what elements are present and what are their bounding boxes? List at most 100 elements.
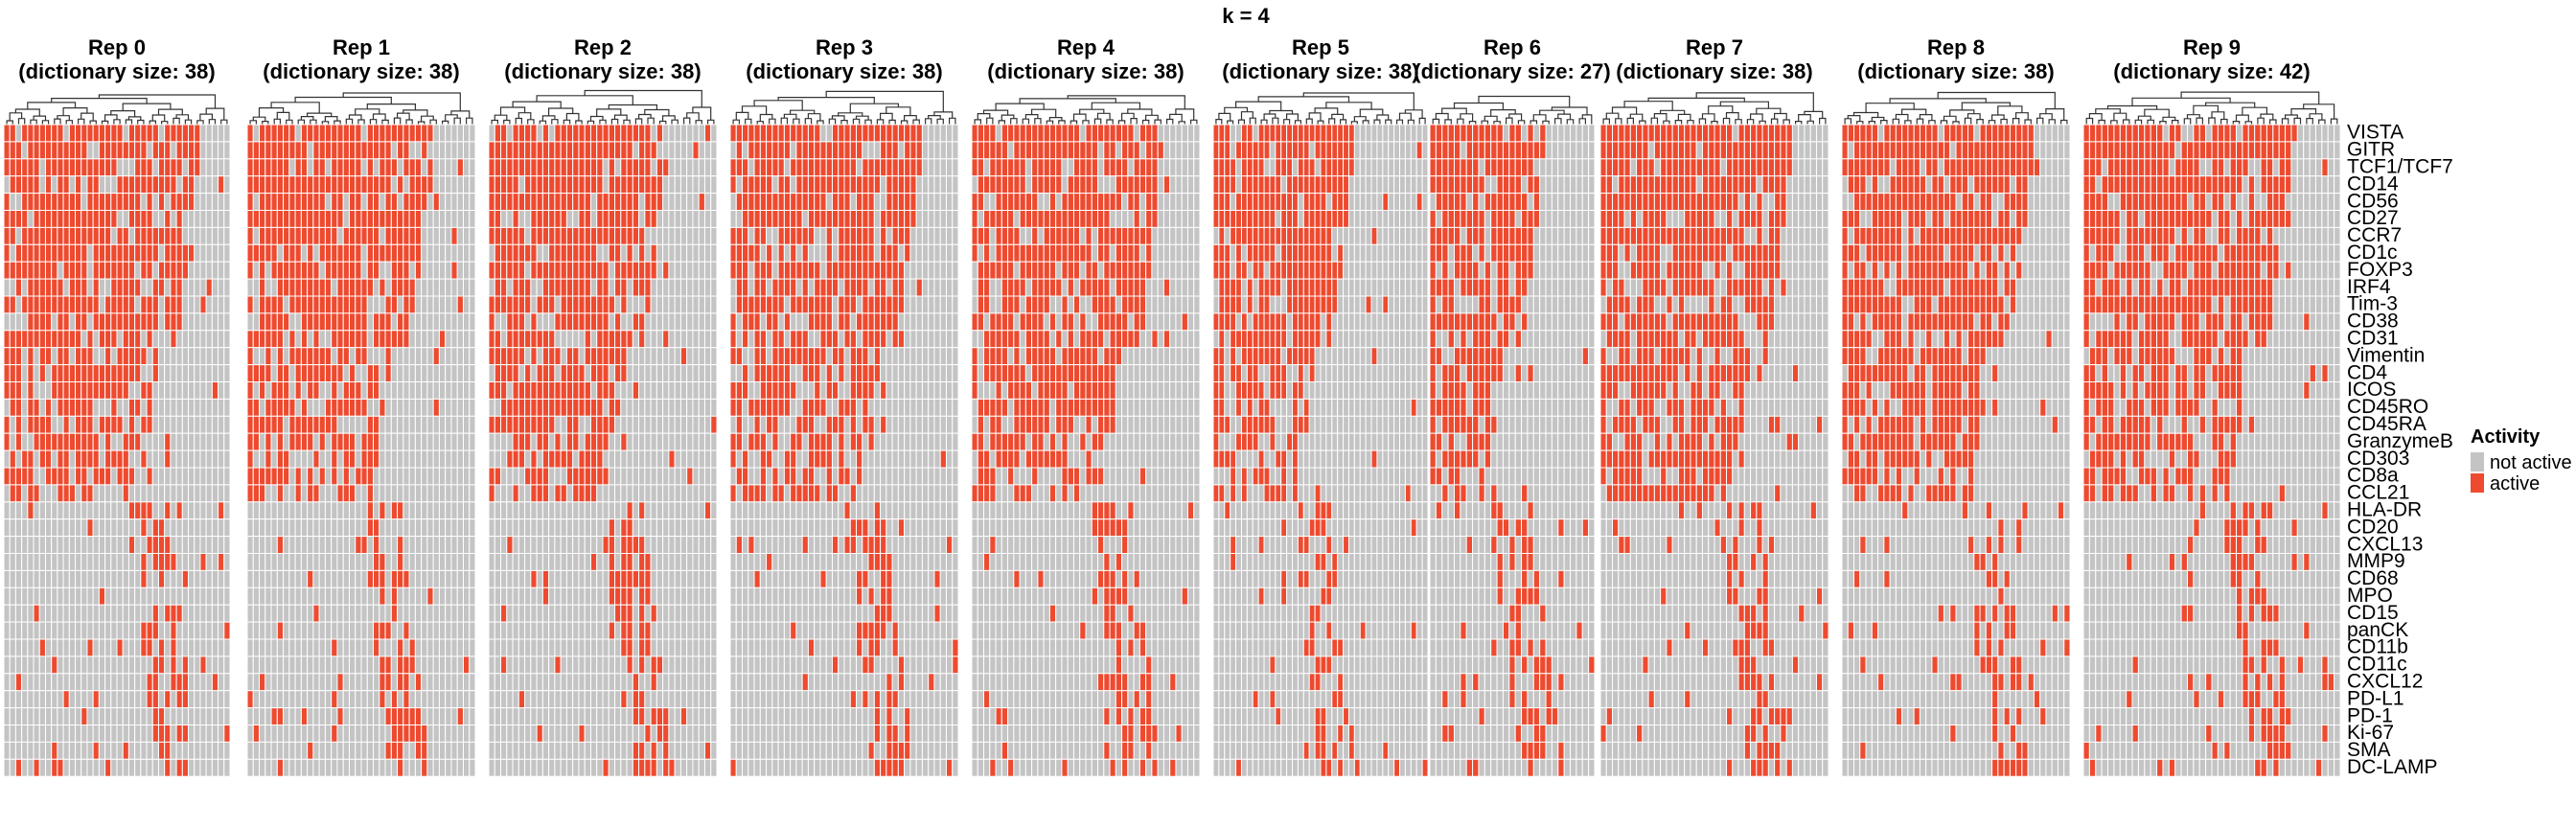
- heatmap-cell: [300, 621, 309, 640]
- heatmap-cell: [589, 364, 598, 383]
- heatmap-cell: [638, 364, 646, 383]
- heatmap-cell: [134, 449, 142, 469]
- heatmap-cell: [426, 484, 434, 503]
- heatmap-cell: [548, 586, 556, 606]
- heatmap-cell: [904, 312, 911, 332]
- heatmap-cell: [9, 415, 16, 434]
- heatmap-cell: [342, 673, 350, 692]
- heatmap-cell: [703, 621, 712, 640]
- heatmap-cell: [494, 586, 502, 606]
- heatmap-cell: [134, 707, 142, 725]
- heatmap-cell: [703, 124, 712, 143]
- heatmap-cell: [565, 312, 574, 332]
- heatmap-cell: [831, 193, 840, 212]
- heatmap-cell: [259, 449, 266, 469]
- heatmap-cell: [432, 501, 440, 520]
- heatmap-cell: [218, 141, 225, 160]
- heatmap-cell: [518, 741, 526, 760]
- heatmap-cell: [759, 175, 768, 195]
- heatmap-cell: [276, 175, 285, 195]
- heatmap-cell: [692, 536, 700, 554]
- heatmap-cell: [541, 536, 550, 554]
- heatmap-cell: [181, 586, 190, 606]
- heatmap-cell: [668, 741, 676, 760]
- heatmap-cell: [157, 467, 166, 486]
- heatmap-cell: [223, 758, 231, 777]
- heatmap-cell: [632, 175, 640, 195]
- heatmap-cell: [218, 226, 225, 245]
- heatmap-cell: [218, 467, 225, 486]
- heatmap-cell: [572, 586, 580, 606]
- heatmap-cell: [194, 175, 201, 195]
- heatmap-cell: [541, 484, 550, 503]
- heatmap-cell: [259, 158, 266, 177]
- heatmap-cell: [218, 347, 225, 366]
- heatmap-cell: [748, 330, 755, 349]
- heatmap-cell: [632, 724, 640, 743]
- heatmap-cell: [373, 432, 380, 451]
- heatmap-cell: [318, 621, 326, 640]
- heatmap-cell: [397, 656, 404, 675]
- heatmap-cell: [62, 656, 70, 675]
- heatmap-cell: [933, 158, 941, 177]
- heatmap-cell: [915, 124, 923, 143]
- heatmap-cell: [674, 758, 681, 777]
- heatmap-cell: [223, 449, 231, 469]
- heatmap-cell: [397, 312, 404, 332]
- heatmap-cell: [181, 518, 190, 538]
- heatmap-cell: [656, 347, 664, 366]
- heatmap-cell: [205, 226, 213, 245]
- heatmap-cell: [771, 210, 779, 228]
- heatmap-cell: [867, 226, 875, 245]
- heatmap-cell: [578, 690, 586, 709]
- heatmap-cell: [181, 124, 190, 143]
- heatmap-cell: [205, 449, 213, 469]
- heatmap-cell: [75, 673, 82, 692]
- heatmap-cell: [9, 656, 16, 675]
- heatmap-cell: [62, 758, 70, 777]
- heatmap-cell: [373, 193, 380, 212]
- heatmap-cell: [614, 124, 622, 143]
- heatmap-cell: [157, 312, 166, 332]
- heatmap-cell: [608, 124, 616, 143]
- heatmap-cell: [116, 158, 124, 177]
- heatmap-cell: [336, 484, 344, 503]
- heatmap-cell: [181, 295, 190, 314]
- heatmap-cell: [62, 347, 70, 366]
- heatmap-cell: [608, 243, 616, 263]
- heatmap-cell: [33, 656, 40, 675]
- heatmap-cell: [175, 312, 183, 332]
- heatmap-cell: [348, 673, 356, 692]
- heatmap-cell: [122, 398, 129, 417]
- heatmap-cell: [536, 518, 543, 538]
- heatmap-cell: [218, 364, 225, 383]
- heatmap-cell: [122, 312, 129, 332]
- heatmap-cell: [288, 141, 296, 160]
- heatmap-cell: [668, 569, 676, 588]
- heatmap-cell: [264, 501, 272, 520]
- heatmap-cell: [530, 621, 538, 640]
- heatmap-cell: [554, 243, 562, 263]
- heatmap-cell: [252, 381, 261, 400]
- heatmap-cell: [843, 158, 851, 177]
- heatmap-cell: [456, 312, 464, 332]
- heatmap-cell: [170, 638, 177, 657]
- heatmap-cell: [500, 330, 508, 349]
- heatmap-cell: [656, 690, 664, 709]
- heatmap-cell: [62, 724, 70, 743]
- heatmap-cell: [211, 604, 219, 623]
- heatmap-cell: [194, 124, 201, 143]
- heatmap-cell: [548, 673, 556, 692]
- heatmap-cell: [614, 656, 622, 675]
- heatmap-cell: [801, 243, 809, 263]
- heatmap-cell: [432, 536, 440, 554]
- heatmap-cell: [259, 553, 266, 571]
- heatmap-cell: [952, 295, 959, 314]
- heatmap-cell: [194, 141, 201, 160]
- heatmap-cell: [188, 398, 196, 417]
- heatmap-cell: [9, 449, 16, 469]
- heatmap-cell: [44, 432, 53, 451]
- heatmap-cell: [294, 415, 302, 434]
- dendrogram-branch: [89, 120, 97, 125]
- heatmap-cell: [9, 364, 16, 383]
